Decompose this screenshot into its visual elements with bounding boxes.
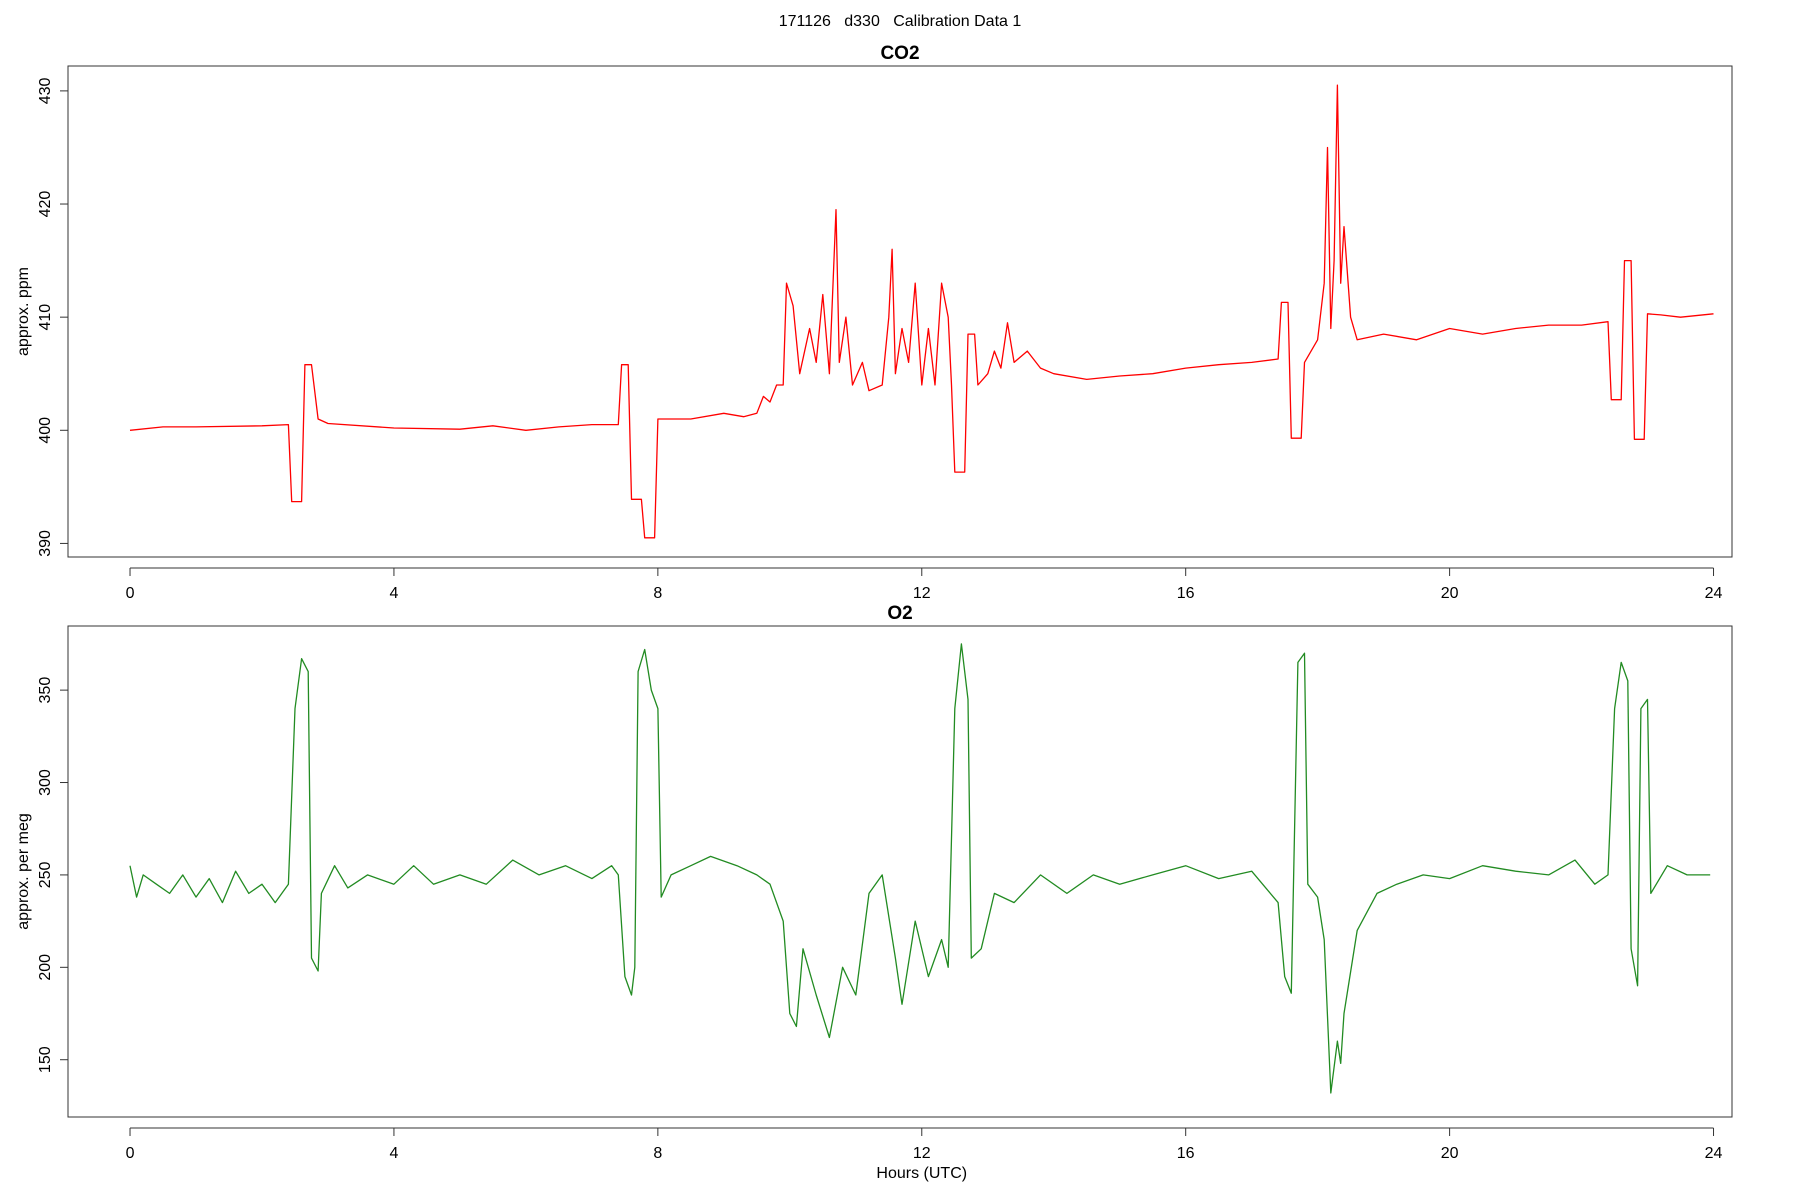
x-tick-label: 20 [1441, 585, 1459, 602]
x-tick-label: 4 [389, 1145, 398, 1162]
y-tick-label: 200 [37, 954, 54, 981]
data-line [129, 84, 1714, 539]
x-tick-label: 16 [1177, 585, 1195, 602]
x-tick-label: 8 [653, 585, 662, 602]
y-tick-label: 400 [37, 417, 54, 444]
x-tick-label: 24 [1705, 585, 1723, 602]
figure-title: 171126 d330 Calibration Data 1 [779, 13, 1022, 30]
x-axis-label: Hours (UTC) [876, 1165, 967, 1182]
x-tick-label: 4 [389, 585, 398, 602]
x-tick-label: 24 [1705, 1145, 1723, 1162]
y-tick-label: 150 [37, 1046, 54, 1073]
x-tick-label: 12 [913, 585, 931, 602]
x-tick-label: 12 [913, 1145, 931, 1162]
y-tick-label: 250 [37, 861, 54, 888]
y-tick-label: 430 [37, 77, 54, 104]
y-tick-label: 350 [37, 677, 54, 704]
y-axis-label: approx. ppm [15, 267, 32, 356]
chart-title: CO2 [880, 43, 919, 64]
x-tick-label: 16 [1177, 1145, 1195, 1162]
y-tick-label: 410 [37, 304, 54, 331]
plot-frame [67, 65, 1733, 558]
x-tick-label: 8 [653, 1145, 662, 1162]
y-tick-label: 420 [37, 191, 54, 218]
y-tick-label: 390 [37, 530, 54, 557]
y-tick-label: 300 [37, 769, 54, 796]
y-axis-label: approx. per meg [15, 813, 32, 930]
x-tick-label: 0 [126, 585, 135, 602]
x-tick-label: 0 [126, 1145, 135, 1162]
x-tick-label: 20 [1441, 1145, 1459, 1162]
chart-title: O2 [887, 603, 912, 624]
data-line [129, 643, 1711, 1094]
plot-frame [67, 625, 1733, 1118]
